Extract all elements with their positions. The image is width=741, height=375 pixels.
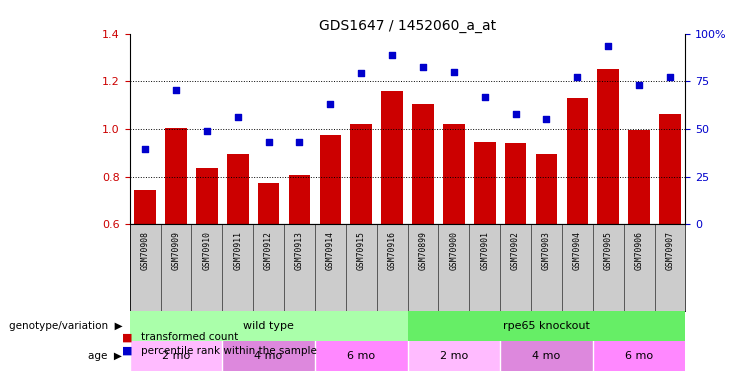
Bar: [130, 311, 408, 341]
Text: GSM70899: GSM70899: [419, 231, 428, 270]
Bar: [382, 91, 403, 224]
Bar: [593, 341, 685, 371]
Bar: [350, 124, 372, 224]
Bar: [443, 124, 465, 224]
Text: rpe65 knockout: rpe65 knockout: [503, 321, 590, 332]
Text: GSM70902: GSM70902: [511, 231, 520, 270]
Text: GSM70909: GSM70909: [171, 231, 181, 270]
Bar: [227, 154, 248, 224]
Text: GSM70916: GSM70916: [388, 231, 396, 270]
Text: GSM70901: GSM70901: [480, 231, 489, 270]
Text: transformed count: transformed count: [141, 333, 238, 342]
Text: GSM70911: GSM70911: [233, 231, 242, 270]
Text: GSM70912: GSM70912: [264, 231, 273, 270]
Point: [602, 43, 614, 49]
Bar: [315, 341, 408, 371]
Text: age  ▶: age ▶: [88, 351, 122, 361]
Point: [448, 69, 459, 75]
Text: percentile rank within the sample: percentile rank within the sample: [141, 346, 316, 355]
Bar: [165, 128, 187, 224]
Bar: [289, 175, 310, 224]
Point: [232, 114, 244, 120]
Text: wild type: wild type: [243, 321, 294, 332]
Point: [170, 87, 182, 93]
Bar: [130, 341, 222, 371]
Point: [356, 70, 368, 76]
Text: GSM70905: GSM70905: [604, 231, 613, 270]
Text: GSM70907: GSM70907: [665, 231, 674, 270]
Point: [633, 82, 645, 88]
Bar: [258, 183, 279, 224]
Point: [510, 111, 522, 117]
Point: [201, 128, 213, 134]
Text: 2 mo: 2 mo: [439, 351, 468, 361]
Bar: [474, 142, 496, 224]
Point: [325, 101, 336, 107]
Point: [386, 52, 398, 58]
Bar: [567, 98, 588, 224]
Bar: [500, 341, 593, 371]
Text: GSM70913: GSM70913: [295, 231, 304, 270]
Bar: [659, 114, 681, 224]
Text: GSM70914: GSM70914: [326, 231, 335, 270]
Point: [541, 117, 553, 123]
Text: GSM70903: GSM70903: [542, 231, 551, 270]
Text: 6 mo: 6 mo: [348, 351, 375, 361]
Text: genotype/variation  ▶: genotype/variation ▶: [9, 321, 122, 332]
Point: [417, 64, 429, 70]
Text: GSM70910: GSM70910: [202, 231, 211, 270]
Text: GSM70904: GSM70904: [573, 231, 582, 270]
Text: 4 mo: 4 mo: [254, 351, 283, 361]
Text: GSM70906: GSM70906: [634, 231, 644, 270]
Point: [293, 139, 305, 145]
Bar: [597, 69, 619, 224]
Bar: [505, 143, 526, 224]
Title: GDS1647 / 1452060_a_at: GDS1647 / 1452060_a_at: [319, 19, 496, 33]
Text: ■: ■: [122, 333, 133, 342]
Bar: [412, 104, 433, 224]
Text: GSM70915: GSM70915: [356, 231, 366, 270]
Text: ■: ■: [122, 346, 133, 355]
Text: 6 mo: 6 mo: [625, 351, 653, 361]
Bar: [408, 311, 685, 341]
Point: [479, 94, 491, 100]
Bar: [222, 341, 315, 371]
Bar: [628, 130, 650, 224]
Point: [571, 74, 583, 80]
Bar: [134, 190, 156, 224]
Text: 2 mo: 2 mo: [162, 351, 190, 361]
Bar: [536, 154, 557, 224]
Point: [262, 139, 274, 145]
Bar: [408, 341, 500, 371]
Text: GSM70900: GSM70900: [449, 231, 459, 270]
Bar: [319, 135, 341, 224]
Text: 4 mo: 4 mo: [532, 351, 561, 361]
Point: [139, 146, 151, 152]
Text: GSM70908: GSM70908: [141, 231, 150, 270]
Bar: [196, 168, 218, 224]
Point: [664, 74, 676, 80]
